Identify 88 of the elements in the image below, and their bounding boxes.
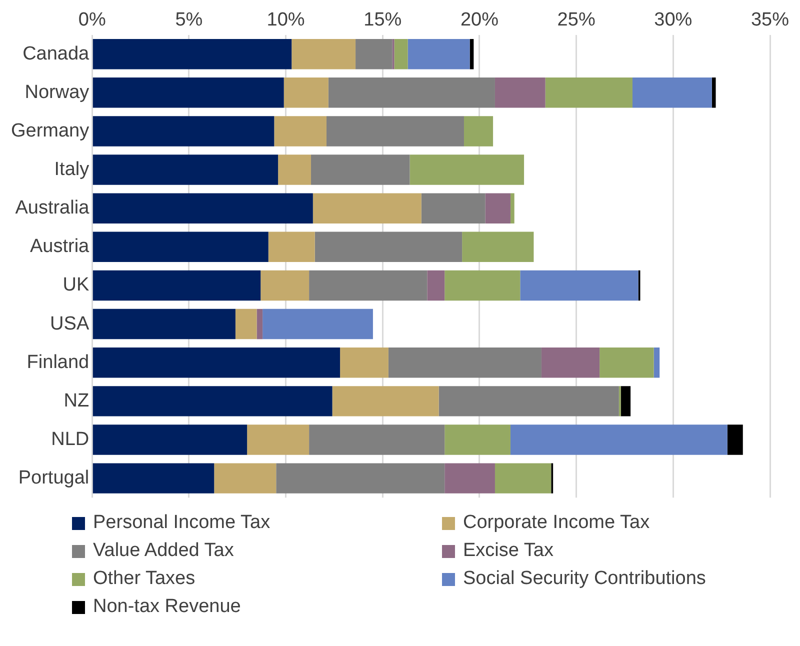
y-tick-label: Germany <box>10 120 90 142</box>
bar <box>427 270 445 301</box>
bar <box>340 348 388 378</box>
y-tick-label: Australia <box>15 198 90 219</box>
y-tick-label: Norway <box>24 82 90 103</box>
bar <box>394 38 408 70</box>
bar <box>92 193 313 224</box>
bar <box>292 38 356 70</box>
y-tick-label: Austria <box>30 236 90 258</box>
bar <box>92 463 214 494</box>
x-tick-label: 0% <box>78 10 106 31</box>
bar <box>510 424 728 455</box>
bar <box>312 193 422 224</box>
bar <box>214 463 276 494</box>
bar <box>520 270 638 301</box>
legend-label: Personal Income Tax <box>93 512 270 534</box>
bar <box>462 232 534 262</box>
bar <box>510 193 514 224</box>
bar <box>494 463 552 494</box>
y-tick-label: NLD <box>51 428 90 450</box>
bar <box>92 38 292 70</box>
bar <box>274 116 326 146</box>
bar <box>309 270 428 301</box>
bar <box>92 270 261 301</box>
bar <box>632 78 712 108</box>
legend-label: Excise Tax <box>463 540 554 562</box>
bar <box>464 116 494 146</box>
y-tick-label: Portugal <box>18 468 90 489</box>
y-tick-label: NZ <box>64 390 90 412</box>
x-tick-label: 15% <box>364 10 402 31</box>
bar <box>92 348 340 378</box>
x-tick-label: 20% <box>460 10 499 31</box>
bar <box>408 38 470 70</box>
bar <box>727 424 743 455</box>
bar <box>654 348 660 378</box>
y-tick-label: Italy <box>54 159 90 180</box>
legend-label: Other Taxes <box>93 568 196 590</box>
bar <box>388 348 542 378</box>
bar <box>92 308 236 340</box>
bar <box>470 38 474 70</box>
x-tick-label: 35% <box>750 10 790 31</box>
x-tick-label: 25% <box>557 10 596 31</box>
y-tick-label: Canada <box>22 43 90 64</box>
bar <box>545 78 632 108</box>
bar <box>332 386 439 416</box>
bar <box>444 270 520 301</box>
x-tick-label: 5% <box>175 10 203 31</box>
bar <box>485 193 510 224</box>
bar <box>494 78 546 108</box>
bar <box>328 78 495 108</box>
y-tick-label: UK <box>62 274 90 296</box>
bar <box>620 386 631 416</box>
y-tick-label: USA <box>50 313 90 334</box>
bar <box>92 232 268 262</box>
bar <box>600 348 654 378</box>
bar <box>247 424 310 455</box>
bar <box>262 308 373 340</box>
bar <box>92 116 274 146</box>
legend-label: Social Security Contributions <box>463 568 706 590</box>
bar <box>92 386 332 416</box>
bar <box>444 424 510 455</box>
bar <box>92 154 278 185</box>
bar <box>541 348 600 378</box>
bar <box>276 463 445 494</box>
bar <box>256 308 263 340</box>
x-tick-label: 10% <box>266 10 305 31</box>
bar <box>314 232 462 262</box>
bar <box>356 38 392 70</box>
bar <box>310 154 410 185</box>
bar <box>260 270 310 301</box>
x-tick-label: 30% <box>654 10 692 31</box>
bar <box>438 386 619 416</box>
bar <box>309 424 445 455</box>
bar <box>92 78 284 108</box>
bar <box>92 424 248 455</box>
legend-label: Value Added Tax <box>93 540 234 562</box>
bar <box>235 308 257 340</box>
bar <box>712 78 716 108</box>
bar <box>326 116 464 146</box>
y-tick-label: Finland <box>26 352 90 373</box>
bar <box>421 193 486 224</box>
bar <box>278 154 311 185</box>
legend-label: Corporate Income Tax <box>463 512 650 534</box>
bar <box>268 232 315 262</box>
bar <box>410 154 524 185</box>
bar <box>284 78 328 108</box>
legend-label: Non-tax Revenue <box>93 596 241 618</box>
bar <box>444 463 495 494</box>
